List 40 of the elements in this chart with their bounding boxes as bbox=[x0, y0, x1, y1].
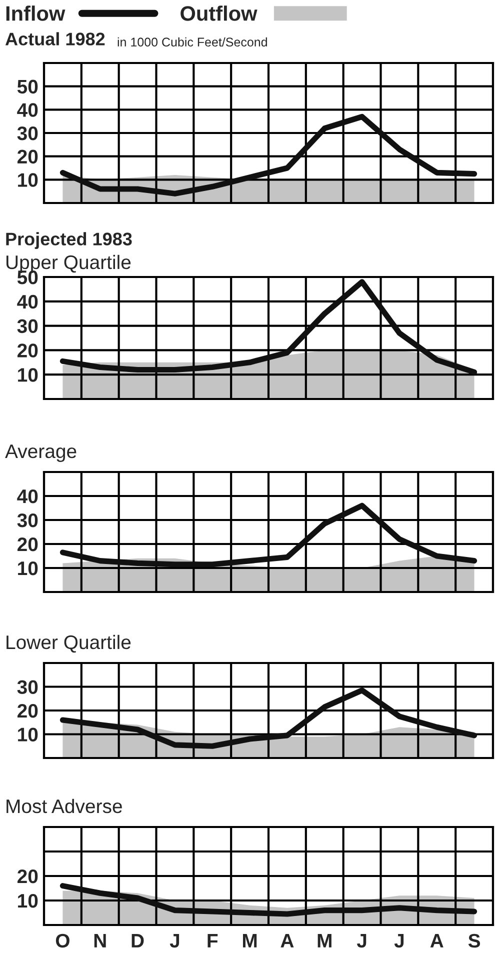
x-tick-label: M bbox=[318, 934, 332, 948]
x-tick-label: N bbox=[94, 934, 106, 948]
y-tick-label: 30 bbox=[17, 513, 38, 528]
legend-label: Inflow bbox=[6, 6, 66, 21]
y-tick-label: 10 bbox=[18, 894, 38, 908]
chart-subtitle: Upper Quartile bbox=[6, 254, 131, 273]
chart-subtitle: in 1000 Cubic Feet/Second bbox=[118, 37, 267, 47]
y-tick-label: 20 bbox=[17, 344, 38, 358]
y-tick-label: 30 bbox=[17, 680, 38, 694]
chart-title: Projected 1983 bbox=[6, 232, 132, 249]
x-tick-label: S bbox=[468, 934, 480, 948]
y-tick-label: 10 bbox=[18, 368, 38, 382]
y-tick-label: 20 bbox=[17, 150, 38, 164]
y-tick-label: 10 bbox=[18, 561, 38, 576]
chart-title: Actual 1982 bbox=[5, 32, 105, 46]
y-tick-label: 20 bbox=[17, 869, 38, 884]
y-tick-label: 50 bbox=[17, 80, 38, 94]
chart-title: Average bbox=[5, 444, 76, 462]
y-tick-label: 30 bbox=[17, 319, 38, 334]
y-tick-label: 20 bbox=[17, 704, 38, 718]
y-tick-label: 20 bbox=[17, 537, 38, 552]
y-tick-label: 10 bbox=[18, 728, 38, 742]
y-tick-label: 40 bbox=[17, 103, 38, 117]
y-tick-label: 10 bbox=[18, 173, 38, 187]
chart-title: Lower Quartile bbox=[6, 634, 131, 653]
y-tick-label: 50 bbox=[17, 270, 38, 284]
legend-label: Outflow bbox=[180, 6, 258, 21]
x-tick-label: F bbox=[208, 934, 218, 948]
x-tick-label: J bbox=[356, 934, 366, 948]
chart-title: Most Adverse bbox=[6, 798, 122, 814]
y-tick-label: 40 bbox=[17, 489, 38, 504]
y-tick-label: 30 bbox=[17, 126, 38, 140]
x-tick-label: J bbox=[170, 934, 180, 948]
x-tick-label: J bbox=[394, 934, 404, 948]
x-tick-label: O bbox=[56, 934, 70, 948]
x-tick-label: D bbox=[132, 934, 144, 948]
x-tick-label: M bbox=[242, 934, 257, 948]
y-tick-label: 40 bbox=[17, 294, 38, 309]
x-tick-label: A bbox=[280, 934, 294, 948]
x-tick-label: A bbox=[430, 934, 444, 948]
